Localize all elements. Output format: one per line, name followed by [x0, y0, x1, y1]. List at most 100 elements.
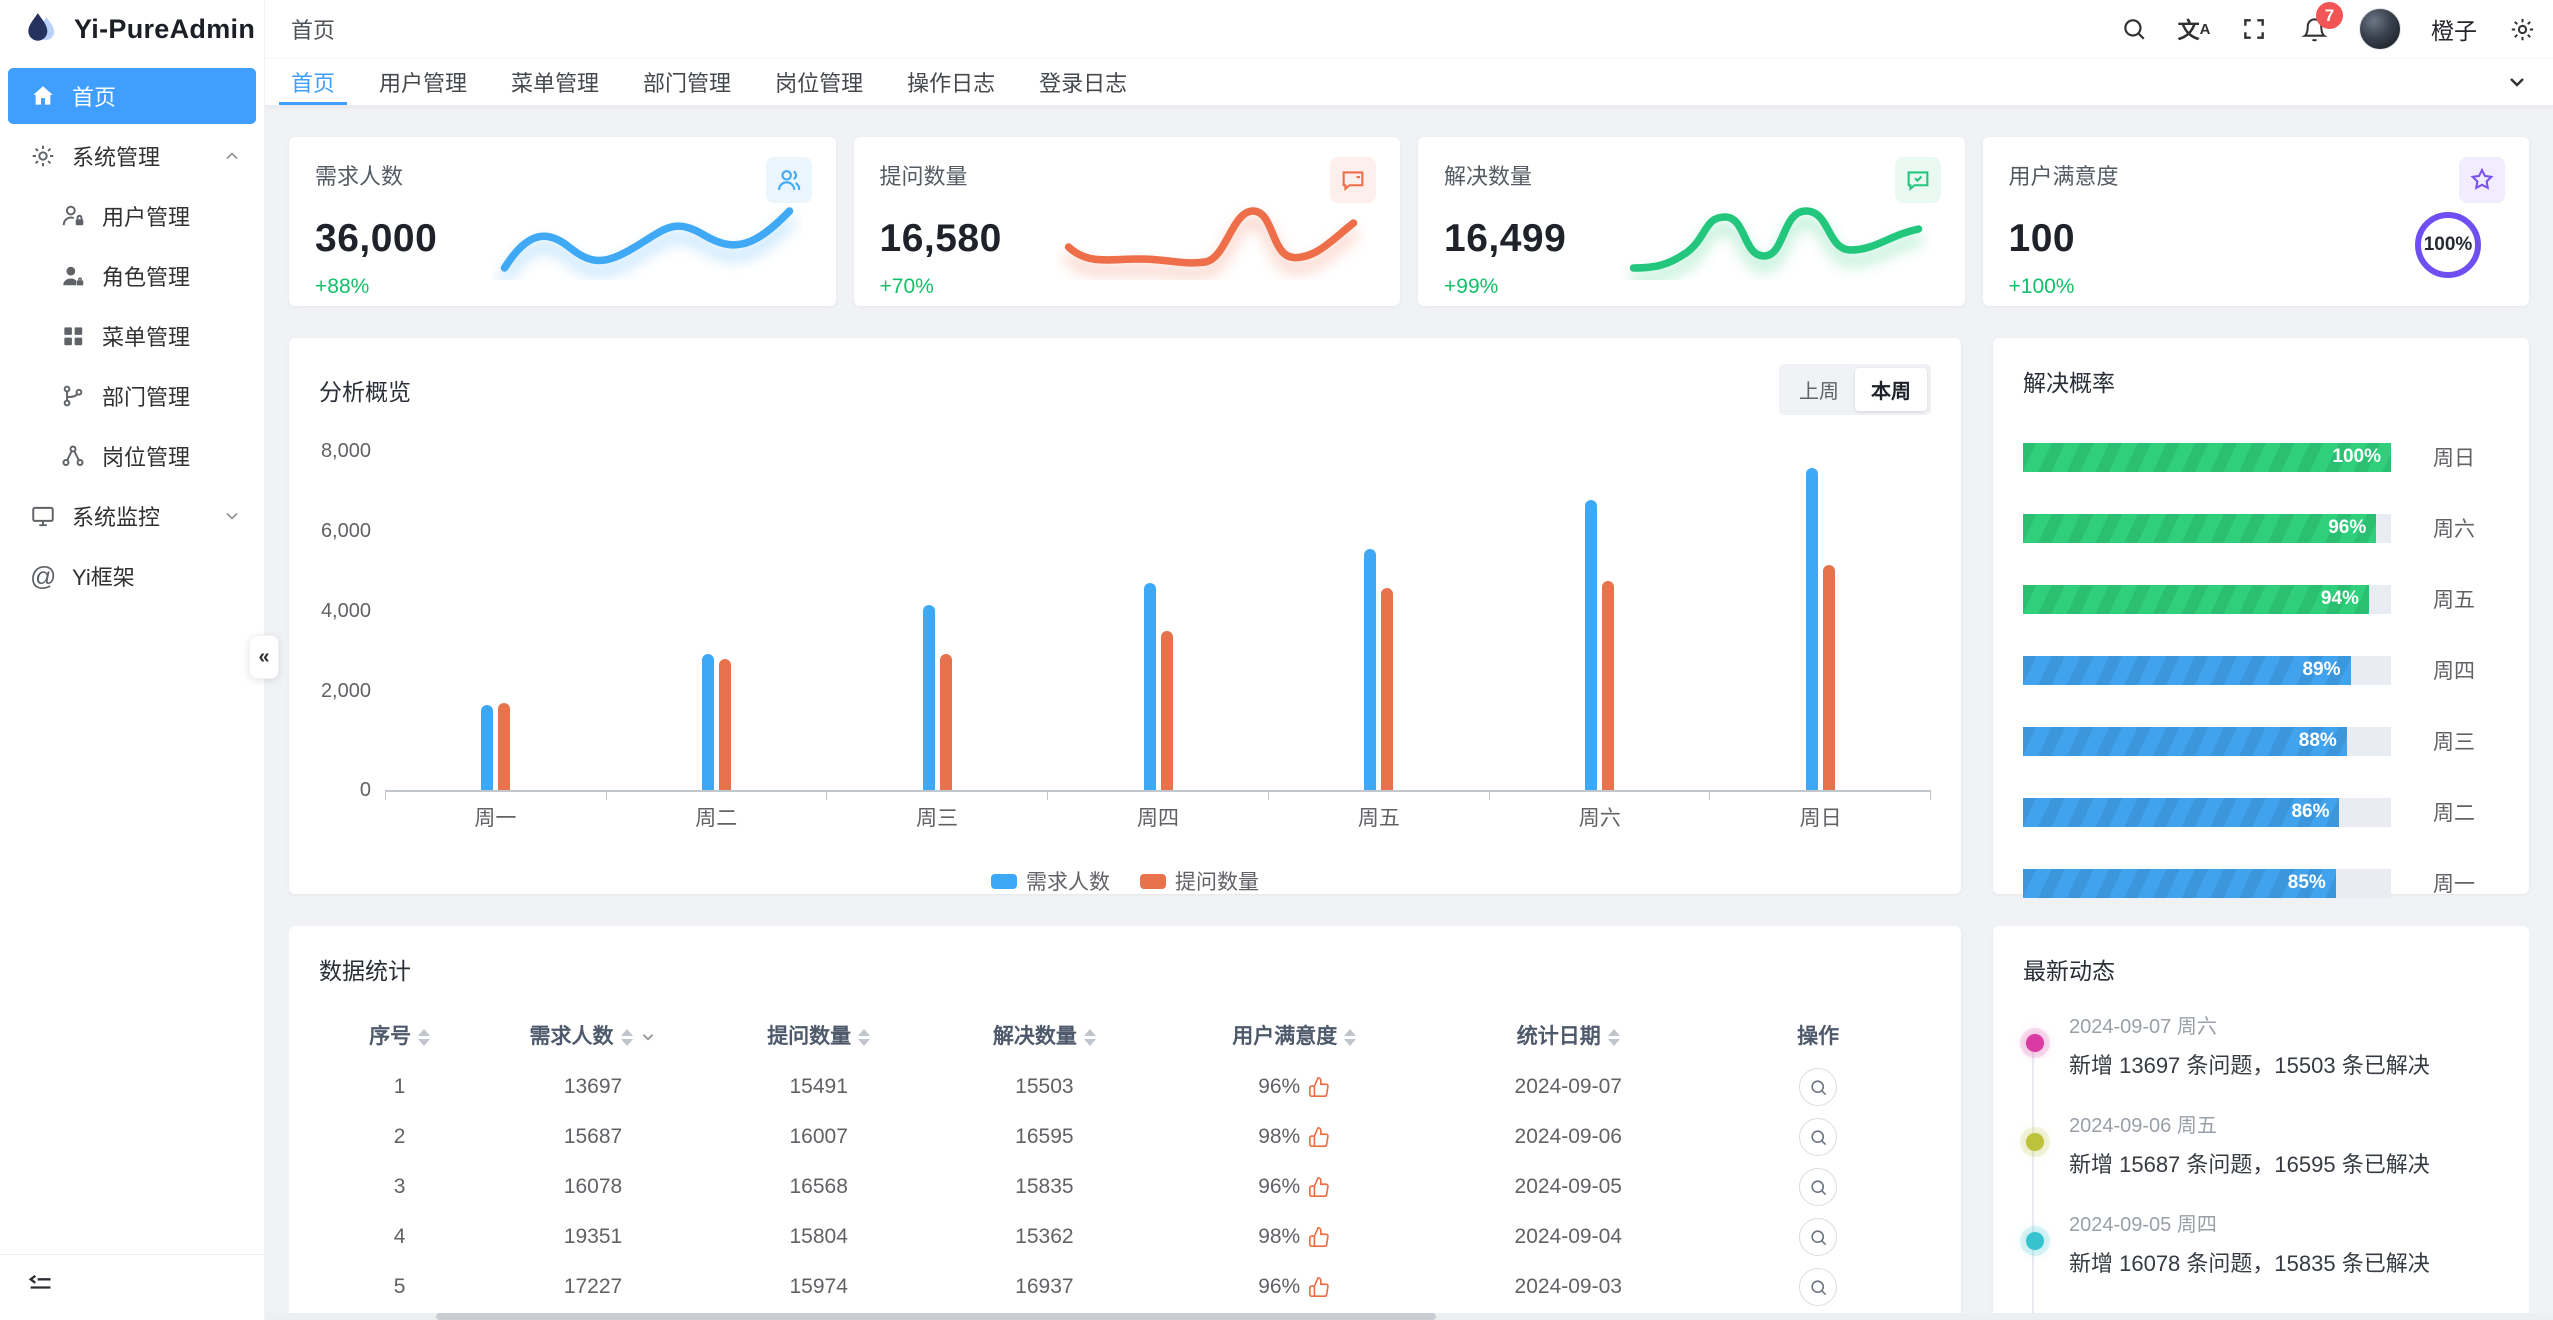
satisfaction-value: 96% — [1258, 1275, 1330, 1299]
sort-icon[interactable] — [858, 1028, 871, 1046]
stat-card-value: 36,000 — [315, 217, 438, 260]
bar-需求人数-周一 — [480, 704, 493, 790]
tab-options-chevron-icon[interactable] — [2487, 59, 2547, 105]
bar-提问数量-周六 — [1602, 581, 1615, 790]
table-row-4: 4 19351 15804 15362 98% 2024-09-04 — [319, 1212, 1931, 1262]
menu-fold-icon[interactable] — [26, 1270, 54, 1298]
bar-需求人数-周二 — [701, 653, 714, 790]
view-detail-button[interactable] — [1799, 1068, 1838, 1106]
timeline-item-2: 2024-09-06 周五 新增 15687 条问题，16595 条已解决 — [2025, 1109, 2499, 1179]
satisfaction-value: 96% — [1258, 1175, 1330, 1199]
sidebar-item-label: 菜单管理 — [102, 325, 191, 350]
avatar[interactable] — [2359, 8, 2401, 50]
tab-2[interactable]: 用户管理 — [379, 71, 468, 96]
sidebar-item-dept-mgmt[interactable]: 部门管理 — [8, 368, 256, 424]
fullscreen-icon[interactable] — [2239, 14, 2269, 44]
stat-card-delta: +100% — [2008, 275, 2075, 298]
stat-card-value: 16,580 — [879, 217, 1002, 260]
bar-提问数量-周四 — [1160, 631, 1173, 790]
sidebar-item-yi-framework[interactable]: @ Yi框架 — [8, 548, 256, 604]
stat-card-demand: 需求人数 36,000 +88% — [289, 137, 836, 306]
satisfaction-ring: 100% — [2415, 212, 2481, 278]
y-axis-labels: 8,000 6,000 4,000 2,000 0 — [320, 440, 371, 801]
table-row-3: 3 16078 16568 15835 96% 2024-09-05 — [319, 1162, 1931, 1212]
bar-提问数量-周日 — [1823, 564, 1836, 790]
stat-card-title: 解决数量 — [1444, 164, 1533, 189]
col-questions[interactable]: 提问数量 — [706, 1008, 932, 1062]
chevron-down-icon[interactable] — [639, 1028, 657, 1046]
bar-group-周五 — [1268, 449, 1489, 790]
tabbar: 首页 用户管理 菜单管理 部门管理 岗位管理 操作日志 登录日志 — [265, 58, 2553, 106]
bar-group-周四 — [1048, 449, 1269, 790]
tab-3[interactable]: 菜单管理 — [511, 71, 600, 96]
table-row-2: 2 15687 16007 16595 98% 2024-09-06 — [319, 1112, 1931, 1162]
user-solid-icon — [63, 266, 84, 286]
view-detail-button[interactable] — [1799, 1268, 1838, 1306]
breadcrumb[interactable]: 首页 — [291, 18, 336, 43]
view-detail-button[interactable] — [1799, 1118, 1838, 1156]
horizontal-scrollbar[interactable] — [266, 1313, 2553, 1320]
sidebar: Yi-PureAdmin 首页 系统管理 用户管理 角色管理 — [0, 0, 279, 1320]
stat-card-delta: +88% — [315, 275, 370, 298]
magnifier-icon — [1811, 1079, 1826, 1095]
sidebar-item-home[interactable]: 首页 — [8, 68, 256, 124]
tab-7[interactable]: 登录日志 — [1039, 71, 1128, 96]
app-title: Yi-PureAdmin — [74, 13, 256, 44]
sidebar-collapse-button[interactable]: « — [249, 635, 279, 679]
search-icon[interactable] — [2119, 14, 2149, 44]
col-demand[interactable]: 需求人数 — [480, 1008, 706, 1062]
sort-icon[interactable] — [418, 1028, 431, 1046]
view-detail-button[interactable] — [1799, 1168, 1838, 1206]
sort-icon[interactable] — [1607, 1028, 1620, 1046]
tab-4[interactable]: 部门管理 — [643, 71, 732, 96]
branch-icon — [63, 385, 83, 407]
bar-提问数量-周二 — [718, 658, 731, 790]
sort-icon[interactable] — [1083, 1028, 1096, 1046]
sidebar-item-role-mgmt[interactable]: 角色管理 — [8, 248, 256, 304]
last-week-button[interactable]: 上周 — [1799, 381, 1839, 403]
sort-icon[interactable] — [620, 1028, 633, 1046]
analysis-overview-panel: 分析概览 上周 本周 8,000 6,000 4,000 2,000 0 周一 周二 周三周… — [289, 338, 1961, 894]
tab-1[interactable]: 首页 — [269, 59, 357, 105]
x-axis-ticks — [385, 792, 1931, 800]
bar-series — [385, 449, 1931, 792]
legend-item-需求人数[interactable]: 需求人数 — [991, 866, 1110, 896]
logo[interactable]: Yi-PureAdmin — [0, 0, 264, 58]
satisfaction-value: 96% — [1258, 1075, 1330, 1099]
solve-rate-row-周日: 100% 周日 — [2023, 442, 2499, 472]
col-solved[interactable]: 解决数量 — [932, 1008, 1158, 1062]
settings-gear-icon[interactable] — [2507, 14, 2537, 44]
panel-title: 分析概览 — [319, 378, 411, 405]
page-content: 需求人数 36,000 +88% 提问数量 16,580 +70% — [265, 106, 2553, 1320]
solve-rate-row-周二: 86% 周二 — [2023, 797, 2499, 827]
tab-6[interactable]: 操作日志 — [907, 71, 996, 96]
week-toggle: 上周 本周 — [1779, 364, 1931, 415]
sidebar-item-menu-mgmt[interactable]: 菜单管理 — [8, 308, 256, 364]
scrollbar-thumb[interactable] — [436, 1313, 1436, 1320]
view-detail-button[interactable] — [1799, 1218, 1838, 1256]
col-index[interactable]: 序号 — [319, 1008, 480, 1062]
thumbs-up-icon — [1309, 1277, 1329, 1297]
sparkline-orange — [1064, 207, 1358, 267]
sidebar-item-user-mgmt[interactable]: 用户管理 — [8, 188, 256, 244]
bar-需求人数-周三 — [922, 604, 935, 790]
stat-card-delta: +99% — [1444, 275, 1499, 298]
thumbs-up-icon — [1309, 1177, 1329, 1197]
username[interactable]: 橙子 — [2431, 18, 2477, 44]
col-date[interactable]: 统计日期 — [1431, 1008, 1705, 1062]
col-satisfaction[interactable]: 用户满意度 — [1157, 1008, 1431, 1062]
sidebar-footer — [0, 1254, 264, 1312]
sidebar-item-system-monitor[interactable]: 系统监控 — [8, 488, 256, 544]
chat-icon — [1330, 157, 1376, 203]
notifications-bell-icon[interactable]: 7 — [2299, 2, 2343, 44]
tab-5[interactable]: 岗位管理 — [775, 71, 864, 96]
sidebar-item-post-mgmt[interactable]: 岗位管理 — [8, 428, 256, 484]
bottom-row: 数据统计 序号 需求人数 提问数量 解决数量 用户满意度 统计日期 操作 — [289, 926, 2529, 1320]
legend-item-提问数量[interactable]: 提问数量 — [1140, 866, 1259, 896]
sidebar-item-system-mgmt[interactable]: 系统管理 — [8, 128, 256, 184]
solve-rate-row-周四: 89% 周四 — [2023, 655, 2499, 685]
sort-icon[interactable] — [1344, 1028, 1357, 1046]
this-week-button[interactable]: 本周 — [1855, 368, 1927, 411]
